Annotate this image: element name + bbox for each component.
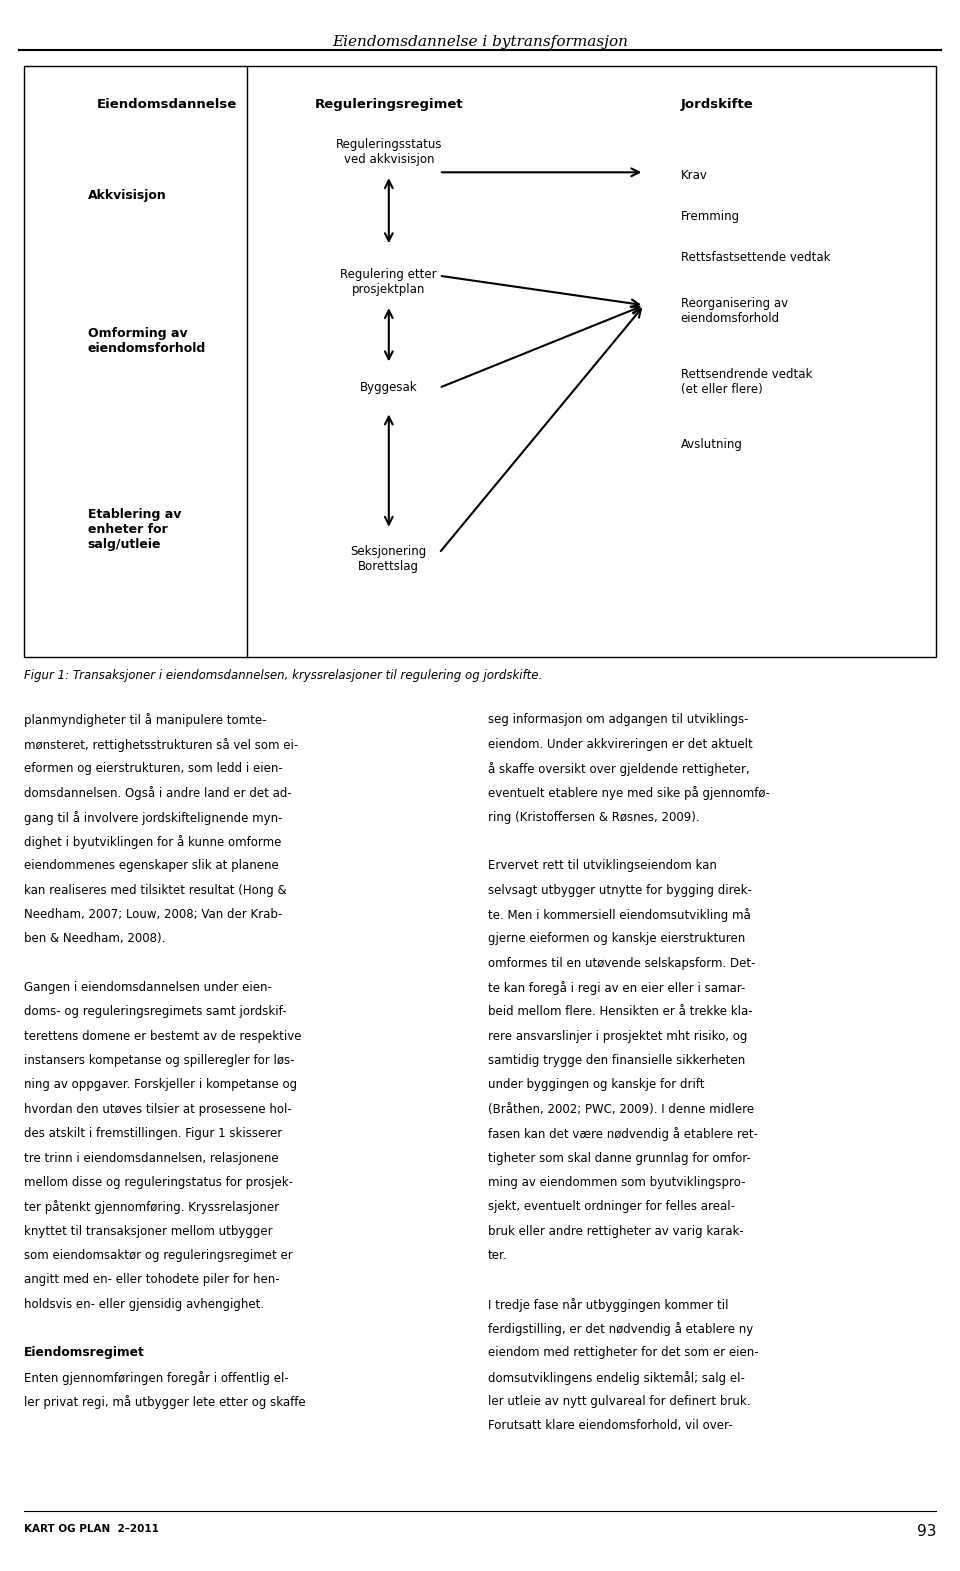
Text: Enten gjennomføringen foregår i offentlig el-: Enten gjennomføringen foregår i offentli… (24, 1370, 289, 1384)
Text: ler utleie av nytt gulvareal for definert bruk.: ler utleie av nytt gulvareal for definer… (488, 1395, 750, 1408)
Text: tigheter som skal danne grunnlag for omfor-: tigheter som skal danne grunnlag for omf… (488, 1152, 751, 1164)
Text: domsutviklingens endelig siktemål; salg el-: domsutviklingens endelig siktemål; salg … (488, 1370, 745, 1384)
Text: Gangen i eiendomsdannelsen under eien-: Gangen i eiendomsdannelsen under eien- (24, 980, 272, 994)
Text: instansers kompetanse og spilleregler for løs-: instansers kompetanse og spilleregler fo… (24, 1054, 295, 1067)
Text: mellom disse og reguleringstatus for prosjek-: mellom disse og reguleringstatus for pro… (24, 1175, 293, 1189)
Text: I tredje fase når utbyggingen kommer til: I tredje fase når utbyggingen kommer til (488, 1298, 729, 1312)
Text: ferdigstilling, er det nødvendig å etablere ny: ferdigstilling, er det nødvendig å etabl… (488, 1321, 753, 1335)
Text: eiendom. Under akkvireringen er det aktuelt: eiendom. Under akkvireringen er det aktu… (488, 737, 753, 751)
Text: Forutsatt klare eiendomsforhold, vil over-: Forutsatt klare eiendomsforhold, vil ove… (488, 1420, 732, 1433)
Text: tre trinn i eiendomsdannelsen, relasjonene: tre trinn i eiendomsdannelsen, relasjone… (24, 1152, 278, 1164)
Text: Rettsendrende vedtak
(et eller flere): Rettsendrende vedtak (et eller flere) (681, 368, 812, 396)
Text: Reorganisering av
eiendomsforhold: Reorganisering av eiendomsforhold (681, 297, 788, 325)
Text: angitt med en- eller tohodete piler for hen-: angitt med en- eller tohodete piler for … (24, 1273, 279, 1287)
Text: ming av eiendommen som byutviklingspro-: ming av eiendommen som byutviklingspro- (488, 1175, 745, 1189)
Text: sjekt, eventuelt ordninger for felles areal-: sjekt, eventuelt ordninger for felles ar… (488, 1200, 734, 1213)
Text: Needham, 2007; Louw, 2008; Van der Krab-: Needham, 2007; Louw, 2008; Van der Krab- (24, 908, 282, 921)
Text: des atskilt i fremstillingen. Figur 1 skisserer: des atskilt i fremstillingen. Figur 1 sk… (24, 1128, 282, 1141)
Text: Regulering etter
prosjektplan: Regulering etter prosjektplan (341, 267, 437, 295)
Text: Eiendomsregimet: Eiendomsregimet (24, 1346, 145, 1359)
Text: mønsteret, rettighetsstrukturen så vel som ei-: mønsteret, rettighetsstrukturen så vel s… (24, 737, 299, 751)
Text: (Bråthen, 2002; PWC, 2009). I denne midlere: (Bråthen, 2002; PWC, 2009). I denne midl… (488, 1103, 754, 1115)
Text: hvordan den utøves tilsier at prosessene hol-: hvordan den utøves tilsier at prosessene… (24, 1103, 292, 1115)
Text: Seksjonering
Borettslag: Seksjonering Borettslag (350, 545, 427, 573)
Text: domsdannelsen. Også i andre land er det ad-: domsdannelsen. Også i andre land er det … (24, 786, 292, 800)
Text: omformes til en utøvende selskapsform. Det-: omformes til en utøvende selskapsform. D… (488, 957, 756, 969)
Text: gang til å involvere jordskiftelignende myn-: gang til å involvere jordskiftelignende … (24, 811, 282, 825)
Text: ben & Needham, 2008).: ben & Needham, 2008). (24, 932, 165, 946)
Text: ter påtenkt gjennomføring. Kryssrelasjoner: ter påtenkt gjennomføring. Kryssrelasjon… (24, 1200, 279, 1214)
Text: Etablering av
enheter for
salg/utleie: Etablering av enheter for salg/utleie (88, 507, 181, 551)
Text: Rettsfastsettende vedtak: Rettsfastsettende vedtak (681, 251, 830, 264)
Text: planmyndigheter til å manipulere tomte-: planmyndigheter til å manipulere tomte- (24, 713, 267, 727)
Text: samtidig trygge den finansielle sikkerheten: samtidig trygge den finansielle sikkerhe… (488, 1054, 745, 1067)
Text: bruk eller andre rettigheter av varig karak-: bruk eller andre rettigheter av varig ka… (488, 1225, 743, 1238)
Text: Fremming: Fremming (681, 211, 740, 223)
Text: holdsvis en- eller gjensidig avhengighet.: holdsvis en- eller gjensidig avhengighet… (24, 1298, 264, 1310)
Text: Reguleringsstatus
ved akkvisisjon: Reguleringsstatus ved akkvisisjon (336, 138, 442, 165)
Text: Omforming av
eiendomsforhold: Omforming av eiendomsforhold (88, 327, 206, 355)
Text: seg informasjon om adgangen til utviklings-: seg informasjon om adgangen til utviklin… (488, 713, 748, 726)
Text: ning av oppgaver. Forskjeller i kompetanse og: ning av oppgaver. Forskjeller i kompetan… (24, 1078, 298, 1092)
Text: som eiendomsaktør og reguleringsregimet er: som eiendomsaktør og reguleringsregimet … (24, 1249, 293, 1262)
Text: Byggesak: Byggesak (360, 382, 418, 394)
Text: beid mellom flere. Hensikten er å trekke kla-: beid mellom flere. Hensikten er å trekke… (488, 1005, 753, 1018)
Text: Eiendomsdannelse i bytransformasjon: Eiendomsdannelse i bytransformasjon (332, 35, 628, 49)
Text: dighet i byutviklingen for å kunne omforme: dighet i byutviklingen for å kunne omfor… (24, 836, 281, 848)
Text: KART OG PLAN  2–2011: KART OG PLAN 2–2011 (24, 1524, 158, 1533)
Text: å skaffe oversikt over gjeldende rettigheter,: å skaffe oversikt over gjeldende rettigh… (488, 762, 750, 776)
Text: Jordskifte: Jordskifte (681, 97, 754, 112)
Text: rere ansvarslinjer i prosjektet mht risiko, og: rere ansvarslinjer i prosjektet mht risi… (488, 1031, 747, 1043)
Text: Akkvisisjon: Akkvisisjon (88, 190, 167, 203)
Text: doms- og reguleringsregimets samt jordskif-: doms- og reguleringsregimets samt jordsk… (24, 1005, 286, 1018)
Text: eformen og eierstrukturen, som ledd i eien-: eformen og eierstrukturen, som ledd i ei… (24, 762, 283, 775)
Text: te kan foregå i regi av en eier eller i samar-: te kan foregå i regi av en eier eller i … (488, 980, 745, 994)
Text: eiendom med rettigheter for det som er eien-: eiendom med rettigheter for det som er e… (488, 1346, 758, 1359)
Text: eventuelt etablere nye med sike på gjennomfø-: eventuelt etablere nye med sike på gjenn… (488, 786, 770, 800)
Text: eiendommenes egenskaper slik at planene: eiendommenes egenskaper slik at planene (24, 859, 278, 872)
Text: Reguleringsregimet: Reguleringsregimet (315, 97, 463, 112)
Text: gjerne eieformen og kanskje eierstrukturen: gjerne eieformen og kanskje eierstruktur… (488, 932, 745, 946)
Text: Krav: Krav (681, 168, 708, 182)
Text: kan realiseres med tilsiktet resultat (Hong &: kan realiseres med tilsiktet resultat (H… (24, 883, 287, 897)
Text: te. Men i kommersiell eiendomsutvikling må: te. Men i kommersiell eiendomsutvikling … (488, 908, 751, 922)
Text: selvsagt utbygger utnytte for bygging direk-: selvsagt utbygger utnytte for bygging di… (488, 883, 752, 897)
Text: Figur 1: Transaksjoner i eiendomsdannelsen, kryssrelasjoner til regulering og jo: Figur 1: Transaksjoner i eiendomsdannels… (24, 669, 542, 682)
Text: Avslutning: Avslutning (681, 438, 742, 451)
Text: Ervervet rett til utviklingseiendom kan: Ervervet rett til utviklingseiendom kan (488, 859, 716, 872)
Text: under byggingen og kanskje for drift: under byggingen og kanskje for drift (488, 1078, 705, 1092)
Text: 93: 93 (917, 1524, 936, 1540)
Text: fasen kan det være nødvendig å etablere ret-: fasen kan det være nødvendig å etablere … (488, 1128, 757, 1141)
Text: terettens domene er bestemt av de respektive: terettens domene er bestemt av de respek… (24, 1031, 301, 1043)
Text: ler privat regi, må utbygger lete etter og skaffe: ler privat regi, må utbygger lete etter … (24, 1395, 305, 1409)
Bar (24, 66, 936, 657)
Text: knyttet til transaksjoner mellom utbygger: knyttet til transaksjoner mellom utbygge… (24, 1225, 273, 1238)
Text: Eiendomsdannelse: Eiendomsdannelse (97, 97, 237, 112)
Text: ter.: ter. (488, 1249, 507, 1262)
Text: ring (Kristoffersen & Røsnes, 2009).: ring (Kristoffersen & Røsnes, 2009). (488, 811, 699, 823)
